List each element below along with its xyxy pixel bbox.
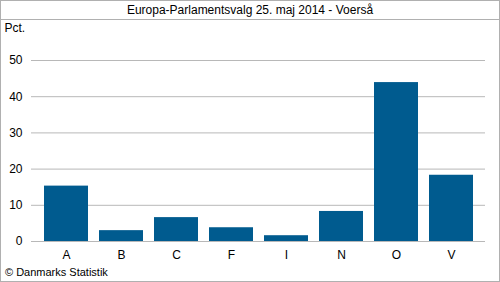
svg-text:O: O — [392, 248, 401, 262]
svg-text:N: N — [337, 248, 346, 262]
svg-text:C: C — [172, 248, 181, 262]
svg-text:B: B — [117, 248, 125, 262]
svg-text:Pct.: Pct. — [5, 21, 26, 35]
html-text:© Danmarks Statistik: © Danmarks Statistik — [5, 266, 108, 278]
svg-text:0: 0 — [16, 234, 23, 248]
svg-text:10: 10 — [9, 198, 23, 212]
svg-text:30: 30 — [9, 126, 23, 140]
svg-text:A: A — [62, 248, 70, 262]
svg-text:V: V — [447, 248, 455, 262]
svg-text:50: 50 — [9, 53, 23, 67]
svg-text:F: F — [228, 248, 235, 262]
html-text:Europa-Parlamentsvalg 25. maj: Europa-Parlamentsvalg 25. maj 2014 - Voe… — [126, 3, 374, 17]
svg-text:I: I — [285, 248, 288, 262]
svg-text:20: 20 — [9, 162, 23, 176]
svg-text:40: 40 — [9, 90, 23, 104]
